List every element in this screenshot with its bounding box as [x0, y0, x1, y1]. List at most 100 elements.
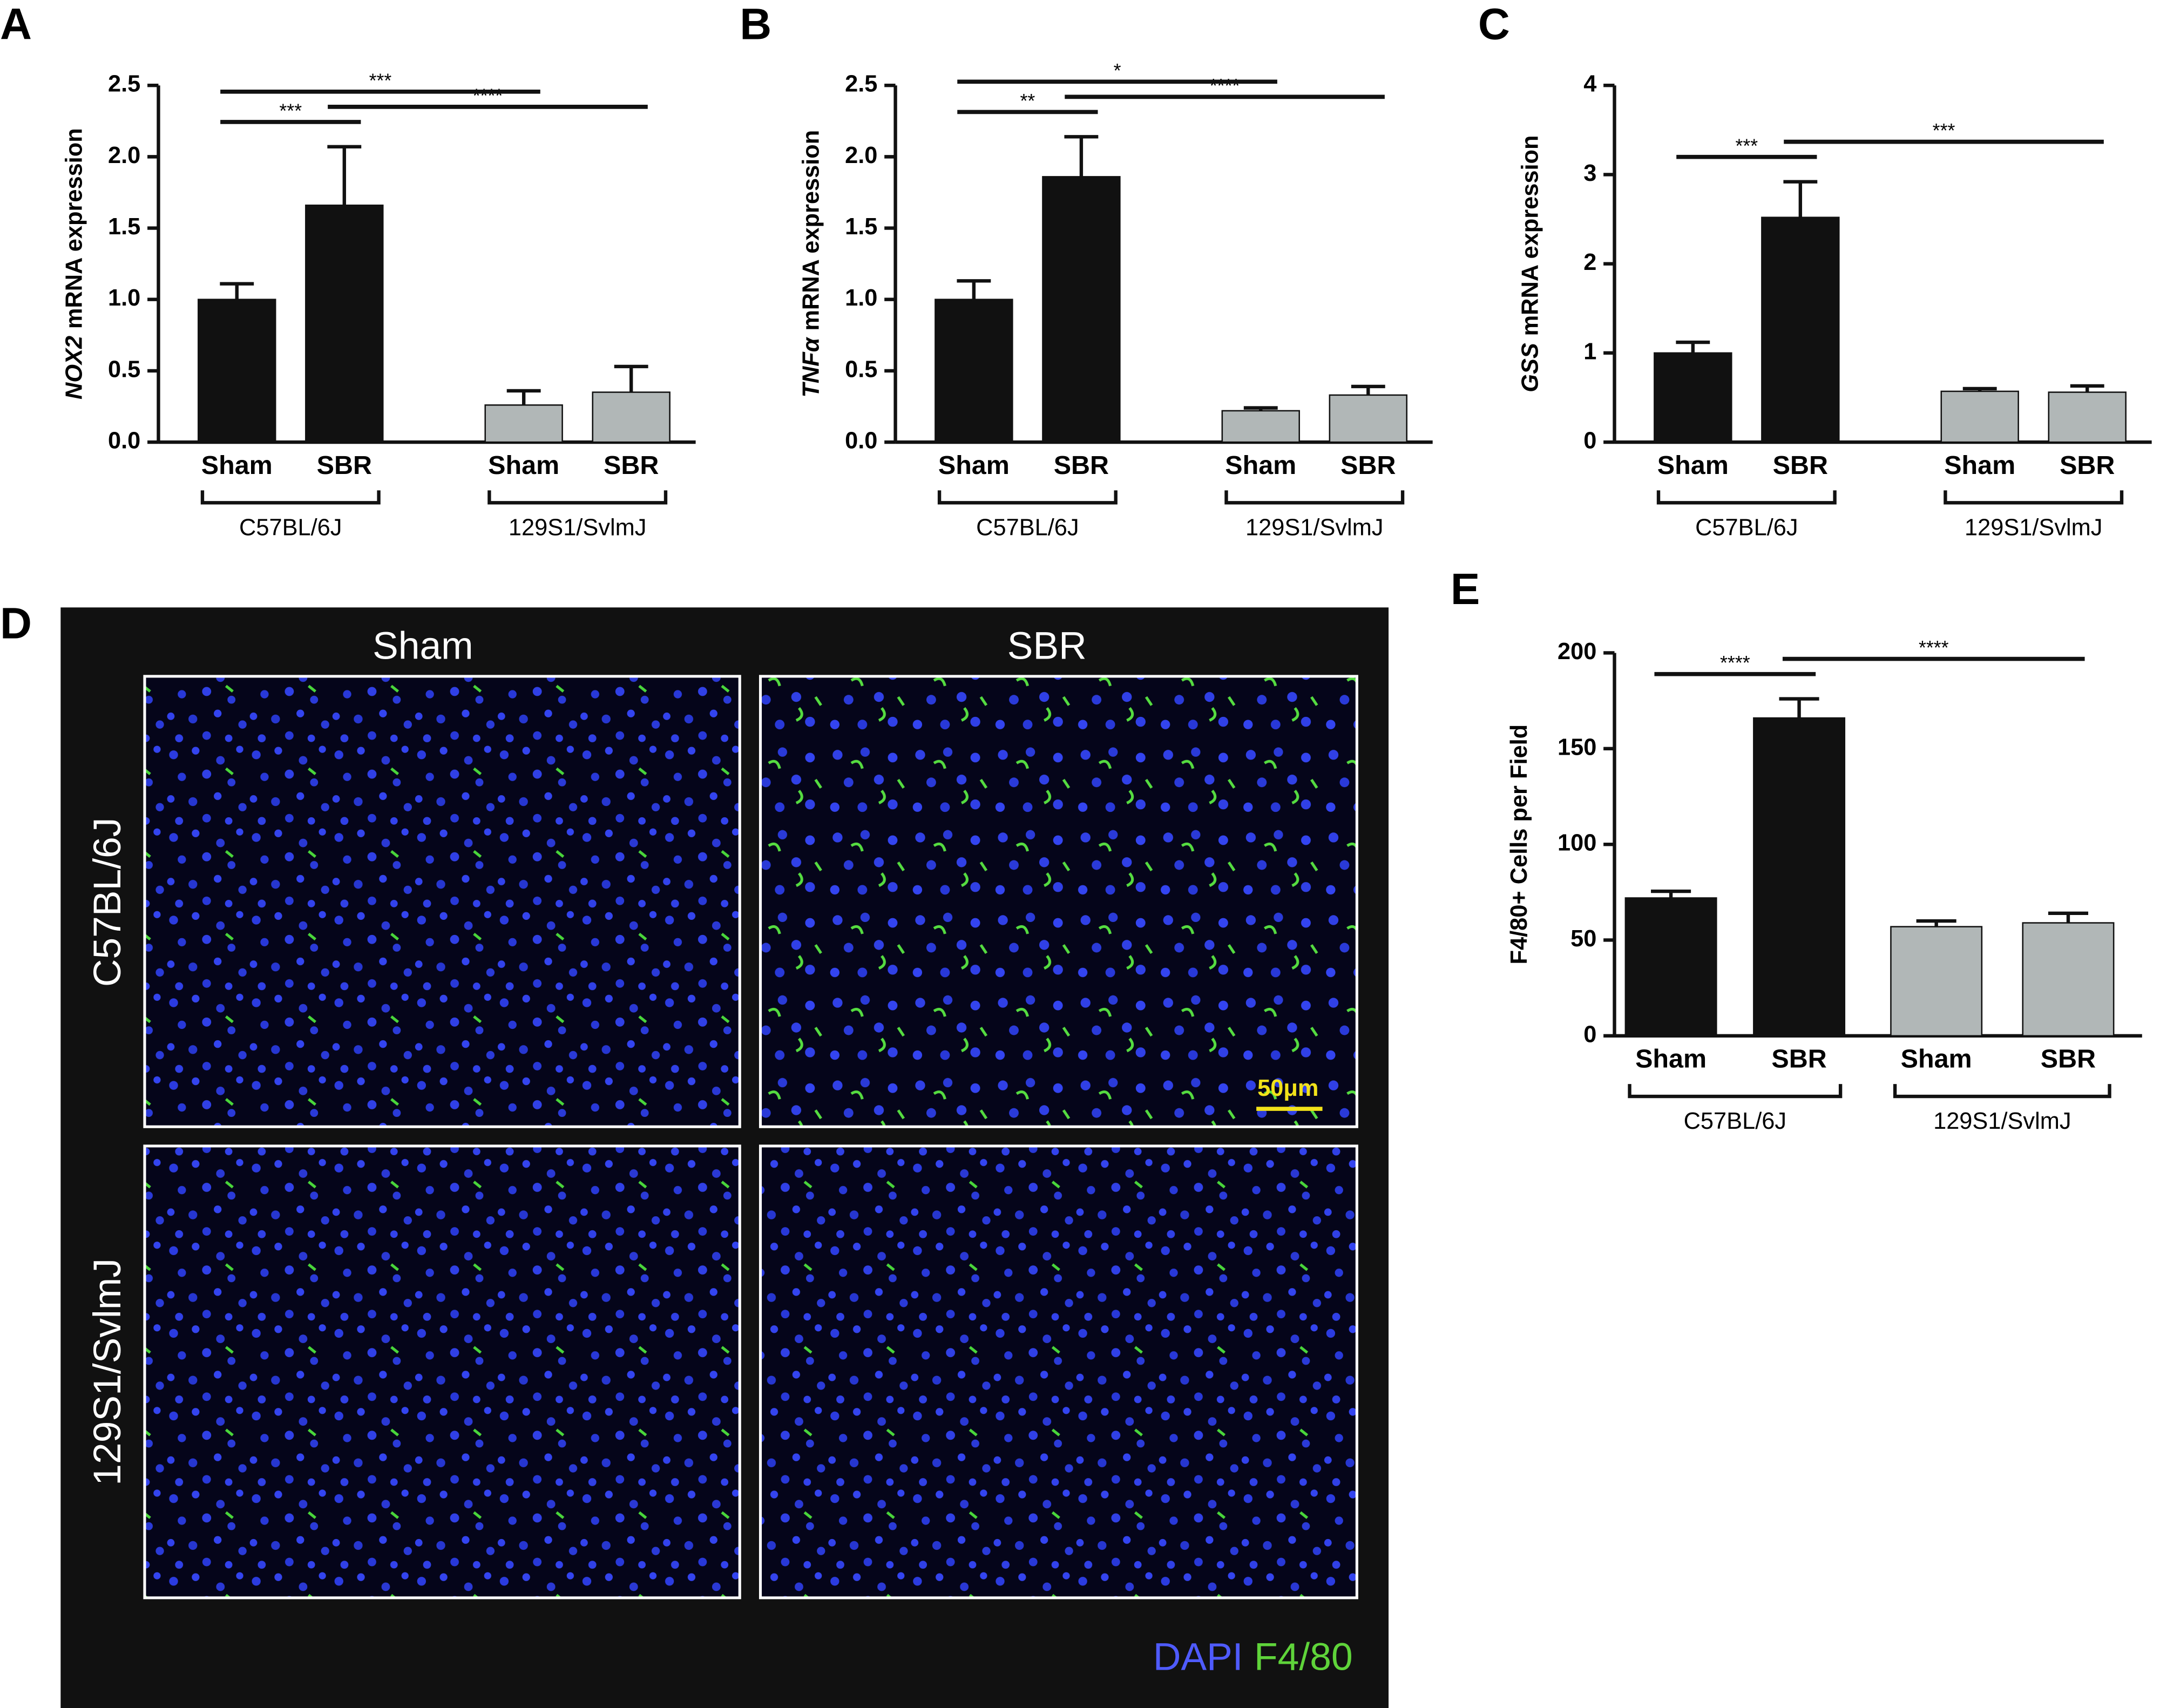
- y-tick-label: 0.5: [108, 356, 140, 382]
- micrograph: [759, 675, 1358, 1128]
- bar: [1890, 926, 1983, 1037]
- x-tick-label: SBR: [1054, 451, 1109, 480]
- group-bracket: [200, 490, 381, 505]
- y-tick-label: 0.0: [845, 428, 877, 454]
- panel-letter: A: [0, 0, 32, 49]
- micrograph: [143, 675, 741, 1128]
- error-bar: [1962, 387, 1997, 391]
- stain-name: DAPI: [1153, 1636, 1243, 1679]
- group-label: 129S1/SvlmJ: [1245, 514, 1383, 540]
- bar: [2022, 922, 2115, 1037]
- group-bracket: [487, 490, 668, 505]
- group-bracket: [1224, 490, 1405, 505]
- y-axis-label: F4/80+ Cells per Field: [1506, 724, 1532, 965]
- bar: [1753, 717, 1846, 1037]
- scale-bar-label: 50μm: [1257, 1075, 1318, 1101]
- bar: [484, 404, 563, 443]
- x-tick-label: Sham: [1225, 451, 1296, 480]
- y-tick-label: 200: [1558, 639, 1596, 665]
- y-tick-label: 1: [1583, 338, 1596, 364]
- significance-label: ****: [1210, 75, 1240, 97]
- y-tick-label: 0: [1583, 428, 1596, 454]
- stain-legend: DAPI F4/80: [1153, 1636, 1353, 1679]
- y-axis-label: GSS mRNA expression: [1518, 135, 1543, 392]
- bar: [1761, 216, 1840, 443]
- micrograph: [759, 1144, 1358, 1599]
- bar: [1654, 352, 1732, 443]
- significance-label: ****: [1919, 637, 1949, 659]
- significance-label: ***: [369, 70, 392, 91]
- y-axis-label: TNFα mRNA expression: [798, 130, 824, 398]
- panel-letter: C: [1478, 0, 1510, 49]
- x-tick-label: Sham: [1657, 451, 1729, 480]
- y-tick-label: 2.5: [108, 71, 140, 97]
- column-label: SBR: [1007, 625, 1087, 668]
- bar: [305, 204, 384, 443]
- error-bar: [220, 282, 254, 300]
- group-bracket: [1628, 1084, 1843, 1099]
- x-tick-label: Sham: [201, 451, 273, 480]
- error-bar: [957, 279, 991, 300]
- bar: [198, 299, 276, 443]
- significance-label: ***: [279, 100, 302, 122]
- y-label-text: mRNA expression: [62, 128, 87, 329]
- group-bracket: [1944, 490, 2124, 505]
- y-tick-label: 2: [1583, 249, 1596, 275]
- x-tick-label: SBR: [2041, 1045, 2096, 1074]
- y-label-text: mRNA expression: [1518, 135, 1543, 336]
- error-bar: [1783, 180, 1818, 218]
- y-tick-label: 0.5: [845, 356, 877, 382]
- x-tick-label: SBR: [604, 451, 659, 480]
- y-axis-label: NOX2 mRNA expression: [62, 128, 87, 399]
- micrograph: [143, 1144, 741, 1599]
- x-tick-label: Sham: [1944, 451, 2015, 480]
- group-label: C57BL/6J: [239, 514, 342, 540]
- x-tick-label: SBR: [2060, 451, 2115, 480]
- gene-name: TNFα: [798, 336, 824, 397]
- group-label: C57BL/6J: [1684, 1108, 1786, 1134]
- error-bar: [2048, 911, 2089, 923]
- y-tick-label: 0.0: [108, 428, 140, 454]
- y-tick-label: 2.0: [845, 143, 877, 168]
- gene-name: NOX2: [62, 336, 87, 399]
- x-tick-label: SBR: [1771, 1045, 1826, 1074]
- x-tick-label: SBR: [1340, 451, 1396, 480]
- x-tick-label: SBR: [1773, 451, 1828, 480]
- panel-letter: D: [0, 599, 32, 648]
- bar: [592, 391, 671, 443]
- group-bracket: [937, 490, 1118, 505]
- error-bar: [1676, 340, 1710, 353]
- x-tick-label: SBR: [317, 451, 372, 480]
- y-tick-label: 50: [1570, 926, 1596, 952]
- bar: [1624, 897, 1717, 1037]
- error-bar: [1064, 135, 1099, 177]
- significance-label: *: [1114, 60, 1121, 82]
- panel-letter: B: [740, 0, 771, 49]
- error-bar: [1351, 384, 1385, 395]
- bar: [1329, 394, 1408, 443]
- y-tick-label: 4: [1583, 71, 1596, 97]
- bar: [1042, 176, 1121, 443]
- group-label: 129S1/SvlmJ: [1965, 514, 2102, 540]
- row-label: 129S1/SvlmJ: [86, 1258, 129, 1486]
- stain-name: F4/80: [1254, 1636, 1353, 1679]
- error-bar: [1651, 889, 1691, 898]
- y-tick-label: 3: [1583, 160, 1596, 186]
- y-tick-label: 0: [1583, 1021, 1596, 1047]
- bar: [935, 299, 1013, 443]
- panel-letter: E: [1451, 565, 1480, 614]
- significance-label: ****: [1720, 652, 1750, 674]
- significance-label: ***: [1933, 120, 1955, 141]
- significance-label: **: [1020, 90, 1035, 112]
- error-bar: [1243, 406, 1278, 411]
- group-label: C57BL/6J: [1695, 514, 1798, 540]
- x-tick-label: Sham: [488, 451, 559, 480]
- y-tick-label: 2.5: [845, 71, 877, 97]
- group-label: 129S1/SvlmJ: [1933, 1108, 2071, 1134]
- significance-label: ****: [473, 85, 503, 106]
- x-tick-label: Sham: [1635, 1045, 1707, 1074]
- gene-name: GSS: [1518, 343, 1543, 392]
- y-tick-label: 1.5: [845, 214, 877, 240]
- error-bar: [2070, 384, 2104, 392]
- x-tick-label: Sham: [1901, 1045, 1972, 1074]
